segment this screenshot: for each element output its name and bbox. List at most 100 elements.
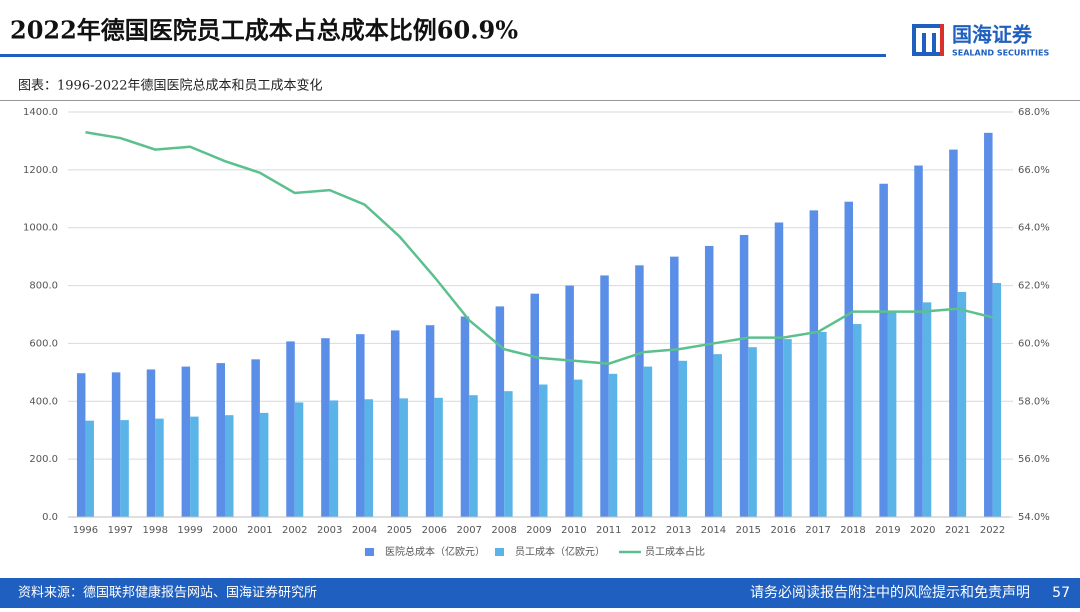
y-tick-label: 600.0: [29, 338, 58, 349]
x-tick-label: 2004: [352, 525, 377, 536]
bar: [565, 285, 574, 517]
bar: [957, 291, 967, 517]
bar: [146, 369, 156, 517]
x-tick-label: 2005: [387, 525, 412, 536]
bar: [608, 373, 618, 517]
footer-source: 资料来源：德国联邦健康报告网站、国海证券研究所: [18, 585, 317, 601]
bar: [573, 379, 583, 517]
bar: [949, 149, 958, 517]
bar: [364, 399, 374, 517]
bar: [111, 372, 121, 517]
y-tick-label: 400.0: [29, 396, 58, 407]
bar: [216, 363, 225, 517]
x-tick-label: 1996: [73, 525, 98, 536]
bar: [530, 293, 539, 517]
bar: [399, 398, 408, 517]
bar: [251, 359, 260, 517]
x-tick-label: 2012: [631, 525, 656, 536]
y2-tick-label: 56.0%: [1018, 454, 1050, 465]
bar: [670, 256, 679, 517]
legend-label: 医院总成本（亿欧元）: [385, 545, 485, 558]
logo-name: 国海证券: [952, 23, 1033, 47]
x-tick-label: 2018: [840, 525, 865, 536]
x-tick-label: 2009: [526, 525, 551, 536]
y-tick-label: 800.0: [29, 281, 58, 292]
y-tick-label: 1200.0: [23, 165, 58, 176]
bar: [774, 222, 784, 517]
legend-label: 员工成本（亿欧元）: [515, 545, 605, 558]
x-tick-label: 2002: [282, 525, 307, 536]
x-tick-label: 1998: [142, 525, 167, 536]
bar: [434, 397, 443, 517]
bar: [321, 338, 330, 517]
bar: [495, 306, 505, 517]
bar: [844, 201, 853, 517]
x-tick-label: 1997: [108, 525, 133, 536]
y2-tick-label: 64.0%: [1018, 223, 1050, 234]
bar: [329, 400, 339, 517]
logo-sub: SEALAND SECURITIES: [952, 49, 1049, 58]
legend-swatch: [495, 548, 504, 556]
bar: [914, 165, 923, 517]
x-tick-label: 1999: [177, 525, 202, 536]
x-tick-label: 2019: [875, 525, 900, 536]
bar: [190, 416, 199, 517]
x-tick-label: 2017: [805, 525, 830, 536]
bar: [425, 325, 435, 517]
bar: [887, 311, 897, 517]
bar: [818, 331, 827, 517]
footer-bar: [0, 578, 1080, 608]
x-tick-label: 2008: [491, 525, 516, 536]
bar: [259, 412, 269, 517]
x-tick-label: 2013: [666, 525, 691, 536]
bar: [600, 275, 609, 517]
bar: [460, 316, 470, 517]
x-tick-label: 2014: [701, 525, 726, 536]
bar: [504, 391, 513, 517]
bar: [809, 210, 819, 517]
bar: [85, 420, 94, 517]
bar: [286, 341, 295, 517]
bar: [984, 132, 993, 518]
bar: [225, 415, 234, 517]
x-tick-label: 2016: [770, 525, 795, 536]
x-tick-label: 2022: [980, 525, 1005, 536]
y-tick-label: 0.0: [42, 512, 58, 523]
chart-subtitle: 图表：1996-2022年德国医院总成本和员工成本变化: [18, 78, 323, 94]
bar: [678, 360, 688, 517]
plot: 0.0 200.0 400.0 600.0 800.0 1000.0 1200.0 1400.…: [23, 107, 1050, 558]
x-tick-label: 2000: [212, 525, 237, 536]
bar: [539, 384, 548, 517]
bar: [783, 339, 792, 517]
subtitle-rule: [0, 100, 1080, 101]
bar: [922, 302, 932, 517]
footer-disclaimer: 请务必阅读报告附注中的风险提示和免责声明: [750, 584, 1030, 601]
logo-icon: [912, 24, 944, 56]
bar: [155, 418, 164, 517]
page-number: 57: [1052, 585, 1070, 601]
slide-title: 2022年德国医院员工成本占总成本比例60.9%: [10, 16, 518, 45]
bar: [739, 234, 749, 518]
y-tick-label: 1000.0: [23, 223, 58, 234]
y-tick-label: 1400.0: [23, 107, 58, 118]
line: [85, 131, 993, 365]
y2-tick-label: 62.0%: [1018, 281, 1050, 292]
bar: [294, 402, 304, 517]
bar: [992, 282, 1002, 517]
bar: [181, 366, 191, 517]
bar: [635, 265, 644, 517]
x-tick-label: 2010: [561, 525, 586, 536]
bar: [748, 347, 757, 517]
y2-tick-label: 66.0%: [1018, 165, 1050, 176]
x-tick-label: 2020: [910, 525, 935, 536]
bar: [356, 334, 365, 517]
bar: [469, 395, 478, 517]
legend-label: 员工成本占比: [645, 545, 705, 558]
bar: [120, 420, 129, 517]
y2-tick-label: 58.0%: [1018, 396, 1050, 407]
bar: [643, 366, 653, 517]
y2-tick-label: 54.0%: [1018, 512, 1050, 523]
x-tick-label: 2015: [736, 525, 761, 536]
bar: [76, 373, 86, 517]
